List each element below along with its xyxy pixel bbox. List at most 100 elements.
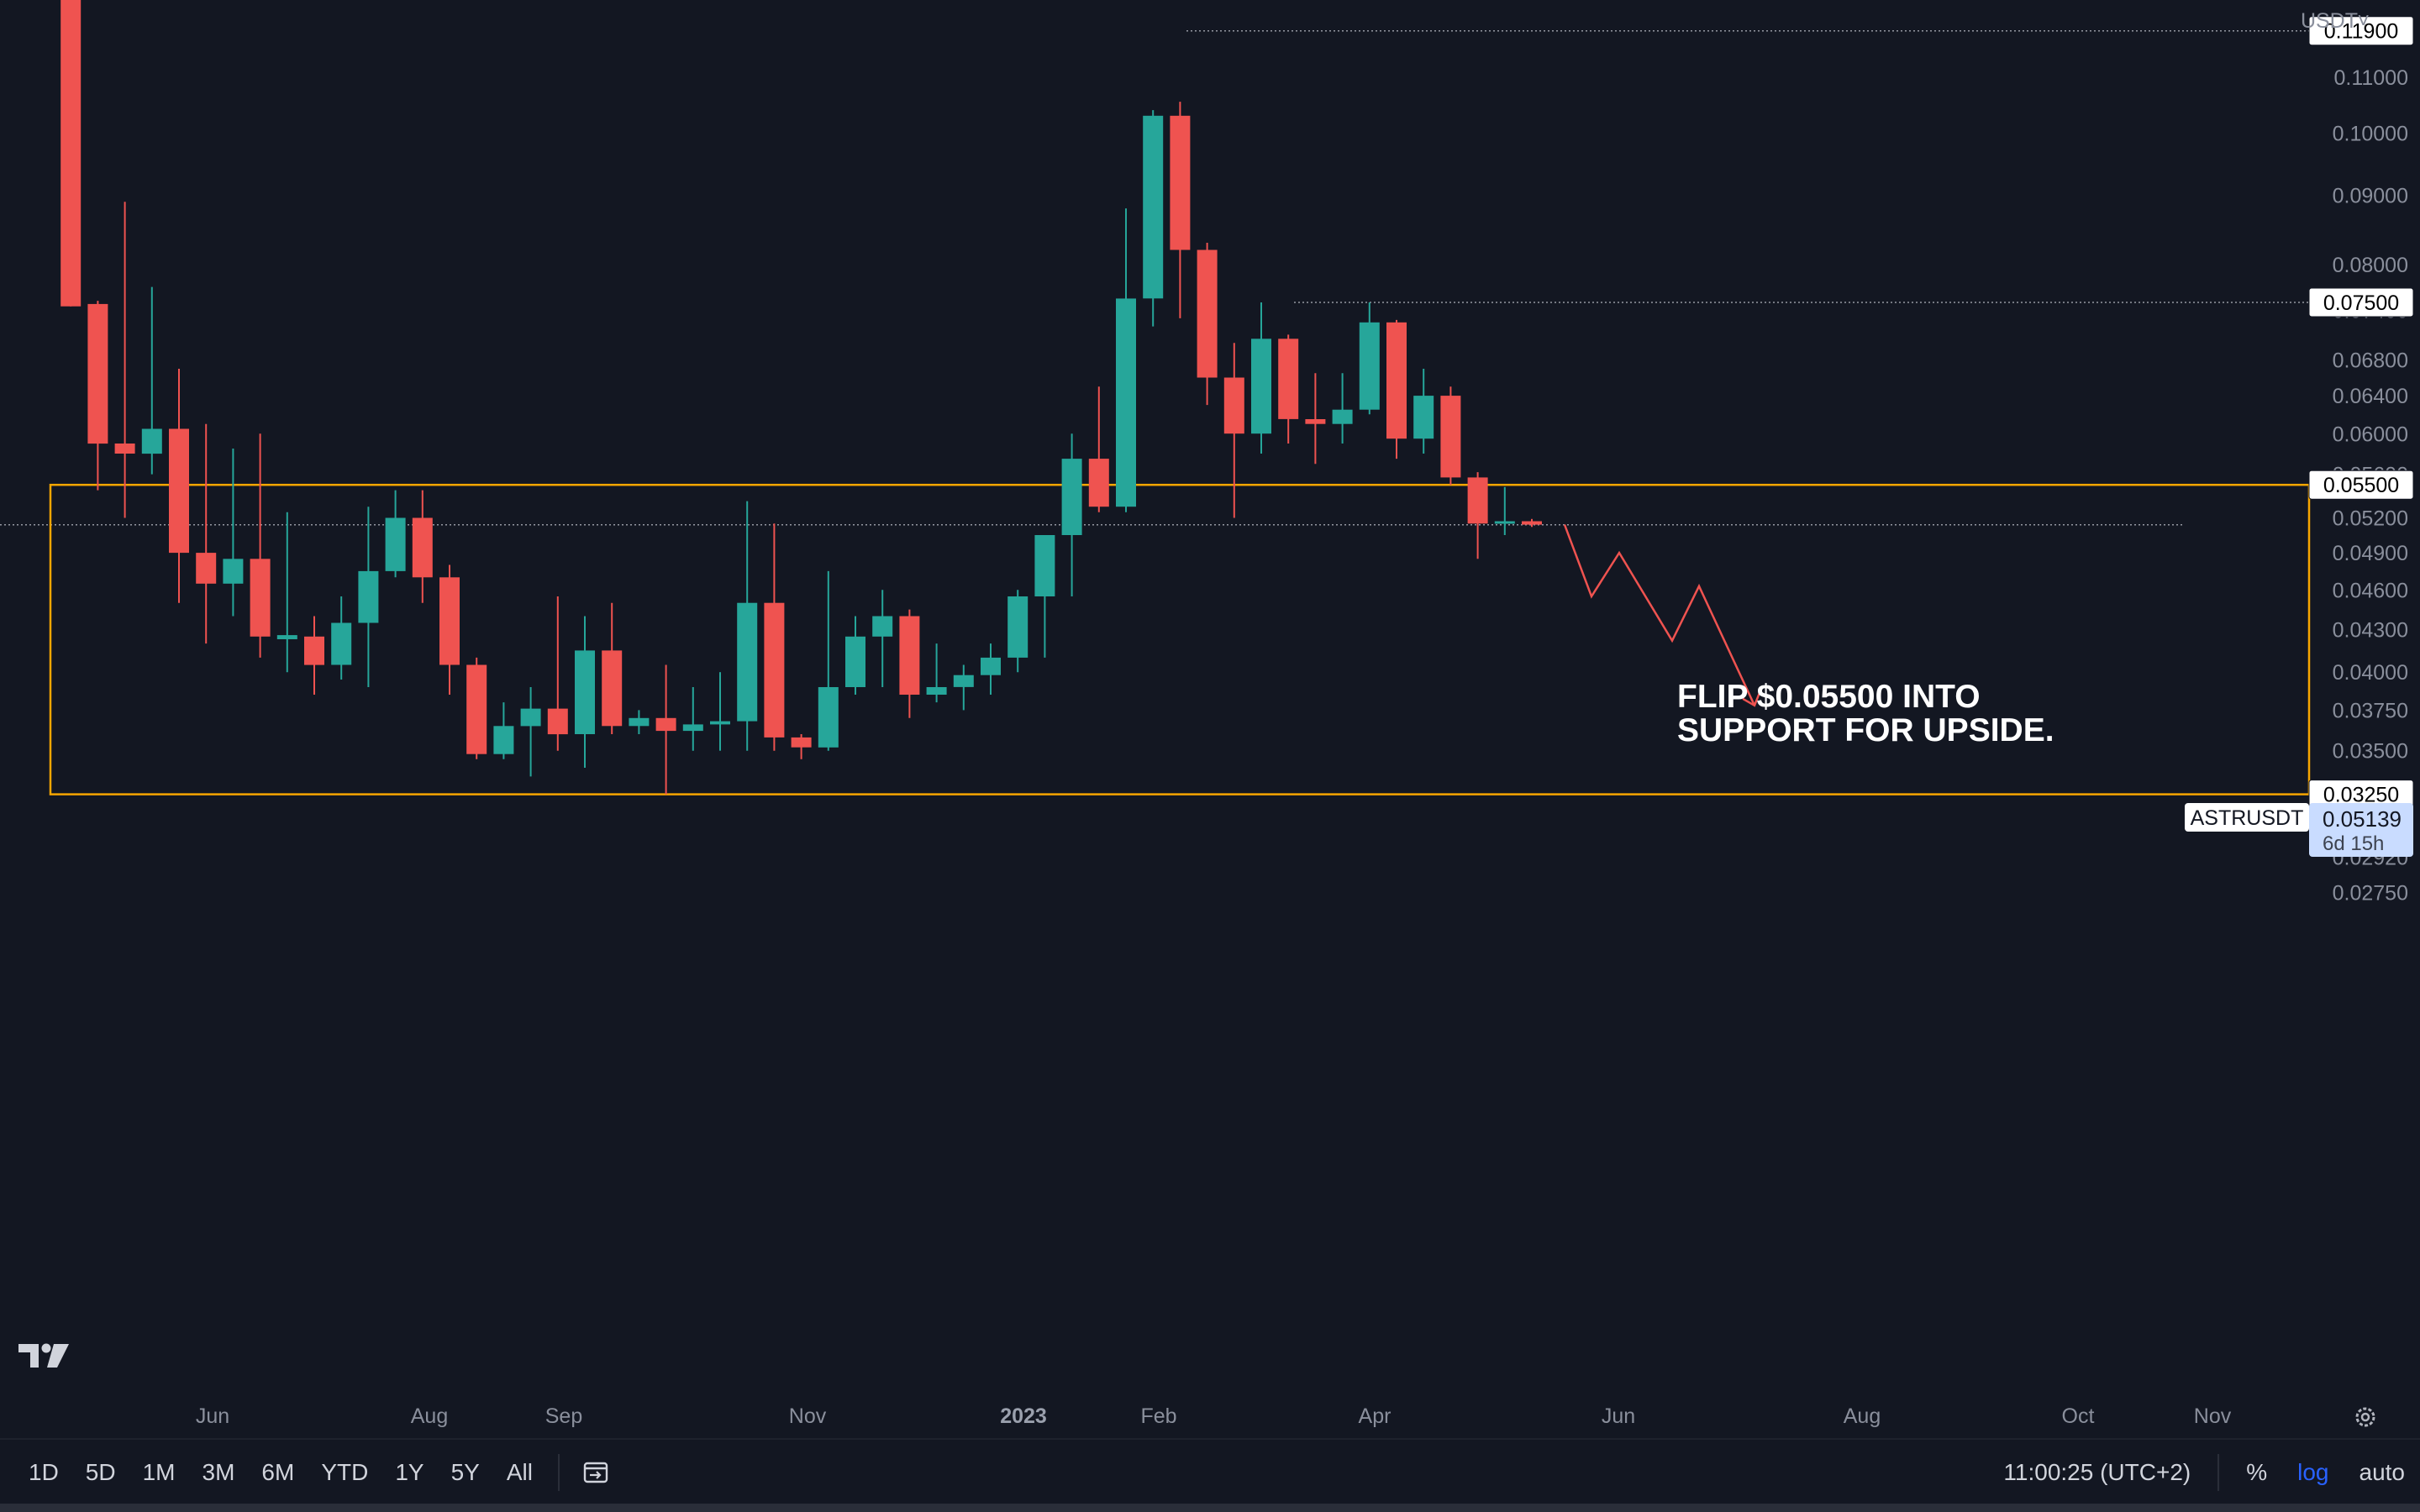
tradingview-logo[interactable] [18,1343,69,1368]
projection-arrowhead [1742,692,1761,707]
candle-body [385,517,406,571]
candle-body [1116,298,1136,507]
candle-body [358,570,379,623]
y-tick-label: 0.02750 [2333,882,2408,906]
candle-up [385,490,406,578]
candle-down [791,734,812,759]
candle-body [250,559,271,637]
candle-up [737,501,758,751]
range-5d-button[interactable]: 5D [85,1459,116,1485]
candle-body [520,708,541,727]
candle-down [412,490,433,603]
candle-body [1332,409,1353,424]
candle-body [710,721,730,725]
candle-body [1223,377,1244,434]
candle-body [655,717,676,732]
bottom-toolbar: 1D 5D 1M 3M 6M YTD 1Y 5Y All 11:00:25 (U… [0,1438,2420,1505]
toolbar-divider [557,1454,560,1491]
candle-body [547,708,568,735]
range-1y-button[interactable]: 1Y [395,1459,424,1485]
candle-down [304,616,324,695]
clock-timezone[interactable]: 11:00:25 (UTC+2) [2003,1459,2191,1485]
zone-rect [49,483,2311,795]
candle-body [682,724,703,732]
goto-date-icon[interactable] [581,1458,610,1487]
candle-up [1494,486,1515,535]
candle-body [818,687,839,748]
range-all-button[interactable]: All [506,1459,533,1485]
chevron-down-icon[interactable]: ˅ [2357,9,2370,33]
candle-up [1143,110,1164,327]
candle-up [493,702,514,759]
candle-body [1088,459,1109,507]
candle-body [737,602,758,722]
x-tick-label: Apr [1359,1404,1392,1428]
price-chart[interactable]: FLIP $0.05500 INTO SUPPORT FOR UPSIDE. 0… [0,0,2420,1438]
gear-icon[interactable] [2355,1407,2375,1427]
candle-body [1522,521,1542,525]
bottom-strip [0,1504,2420,1512]
x-tick-label: Oct [2062,1404,2095,1428]
candle-body [899,616,920,695]
annotation: FLIP $0.05500 INTO SUPPORT FOR UPSIDE. [1677,679,2054,748]
annotation-line-2: SUPPORT FOR UPSIDE. [1677,712,2054,748]
range-6m-button[interactable]: 6M [261,1459,295,1485]
chart-background [0,0,2420,1438]
percent-scale-toggle[interactable]: % [2246,1459,2268,1485]
range-1m-button[interactable]: 1M [142,1459,176,1485]
candle-up [1332,373,1353,444]
candle-body [764,602,785,738]
range-5y-button[interactable]: 5Y [450,1459,480,1485]
candle-down [547,596,568,751]
candle-body [1197,249,1218,378]
annotation-line-1: FLIP $0.05500 INTO [1677,679,1981,715]
candle-body [1251,339,1271,434]
level-labels: 0.11900 0.07500 0.05500 0.03250 [2308,16,2414,810]
x-tick-label: Feb [1140,1404,1176,1428]
candle-down [1223,343,1244,518]
range-3m-button[interactable]: 3M [202,1459,235,1485]
candle-body [1467,477,1488,524]
candle-body [953,675,974,687]
candle-down [1170,102,1191,318]
y-tick-label: 0.04300 [2333,619,2408,643]
last-price: 0.05139 [2323,806,2402,832]
candle-down [655,664,676,795]
x-tick-label: 2023 [1000,1404,1047,1428]
candle-up [981,643,1001,695]
time-axis[interactable]: Jun Aug Sep Nov 2023 Feb Apr Jun Aug Oct Nov [196,1404,2232,1428]
range-1d-button[interactable]: 1D [29,1459,59,1485]
currency-menu[interactable]: USDT [2301,9,2358,33]
range-ytd-button[interactable]: YTD [321,1459,369,1485]
candle-down [87,301,108,491]
y-tick-label: 0.04600 [2333,579,2408,602]
candle-body [87,303,108,444]
level-label: 0.03250 [2323,784,2399,807]
level-label: 0.05500 [2323,474,2399,497]
candle-body [575,650,595,734]
candle-up [1007,590,1028,673]
candle-body [1359,322,1380,410]
candle-down [250,433,271,658]
candle-down [466,657,487,759]
projection-line [1563,524,1756,706]
candle-up [331,596,352,680]
x-tick-label: Aug [1844,1404,1881,1428]
symbol-tag [2185,803,2309,832]
auto-scale-toggle[interactable]: auto [2359,1459,2406,1485]
candle-body [466,664,487,754]
log-scale-toggle[interactable]: log [2297,1459,2329,1485]
candle-body [791,737,812,748]
level-label: 0.07500 [2323,291,2399,315]
last-price-tag: ASTRUSDT 0.05139 6d 15h [2185,803,2413,857]
level-label: 0.11900 [2324,20,2399,44]
candle-body [1386,322,1407,439]
candle-up [1034,535,1055,658]
candle-down [1386,319,1407,459]
candle-down [602,602,623,734]
candle-body [845,636,865,687]
toolbar-divider [2217,1454,2220,1491]
candle-down [899,609,920,718]
candle-up [872,590,893,687]
candle-body [412,517,433,578]
